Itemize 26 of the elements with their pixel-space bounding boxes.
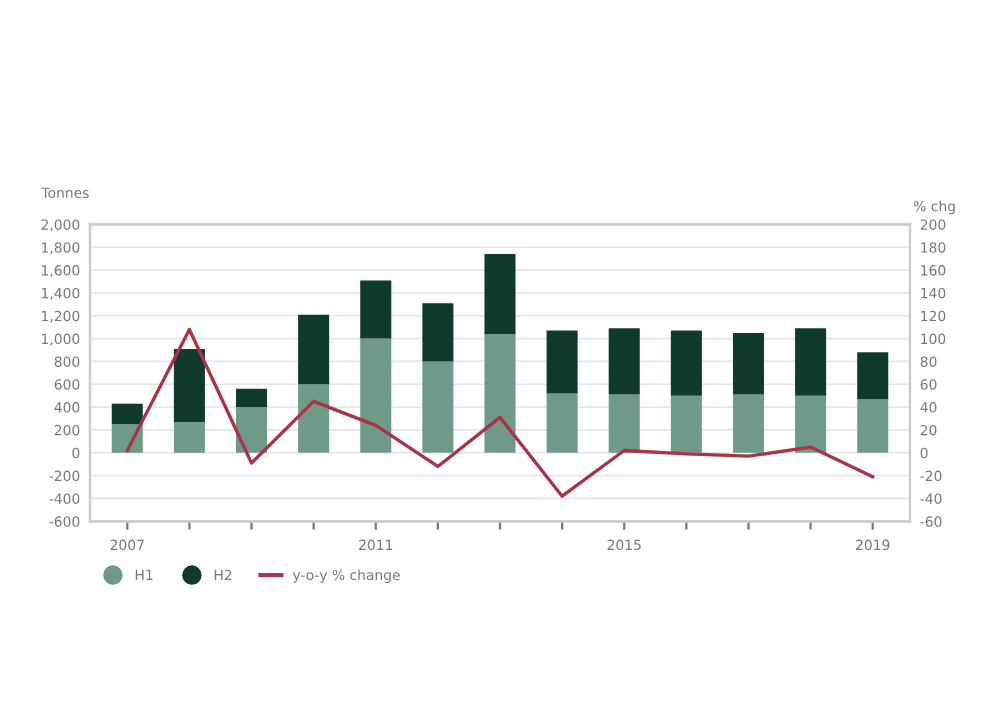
bar [173, 421, 205, 453]
bar [546, 393, 578, 453]
bar [608, 394, 640, 453]
line-series [125, 327, 875, 498]
bar [795, 395, 827, 453]
bar [546, 330, 578, 394]
bar [670, 330, 702, 396]
bar [608, 328, 640, 395]
bar [795, 328, 827, 396]
bar [422, 303, 454, 362]
bar [111, 403, 143, 425]
bar [857, 352, 889, 400]
bar [235, 407, 268, 453]
bar [732, 394, 765, 453]
bar [298, 314, 330, 385]
bar [360, 280, 392, 339]
bar [298, 384, 330, 453]
bar [484, 334, 516, 453]
bar [484, 254, 516, 335]
bar [857, 399, 889, 453]
bar [422, 361, 454, 453]
bar [360, 338, 392, 453]
bar [235, 388, 268, 408]
bar [670, 395, 702, 453]
bar [732, 332, 765, 395]
bar [173, 348, 205, 422]
